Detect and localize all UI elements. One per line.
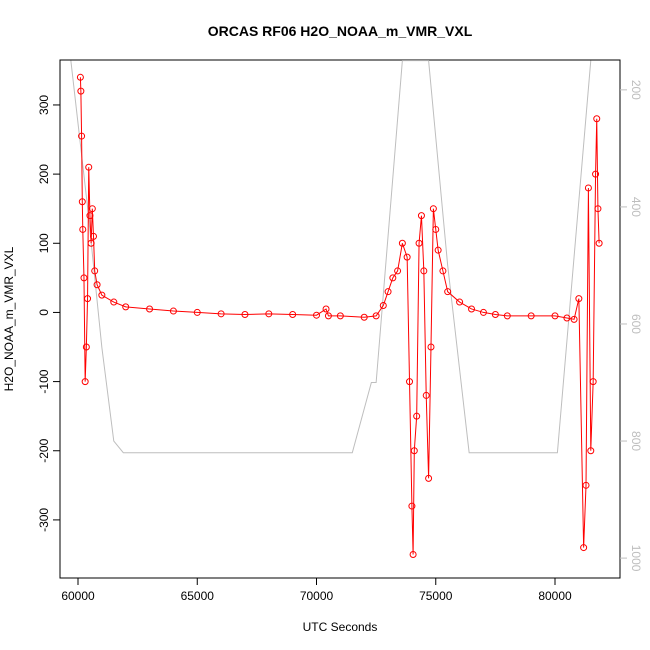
y2-tick-label: 800 (629, 431, 643, 451)
data-point (527, 312, 535, 320)
data-point (398, 239, 406, 247)
data-point (87, 239, 95, 247)
data-point (468, 305, 476, 313)
x-tick-label: 80000 (538, 589, 572, 603)
data-point (491, 311, 499, 319)
data-point (415, 239, 423, 247)
data-point (146, 305, 154, 313)
data-point (322, 305, 330, 313)
data-line (79, 77, 600, 555)
data-point (91, 267, 99, 275)
data-point (582, 481, 590, 489)
data-point (93, 281, 101, 289)
y2-tick-label: 1000 (629, 545, 643, 572)
y-tick-label: 200 (37, 164, 51, 184)
x-tick-label: 65000 (181, 589, 215, 603)
data-point (90, 232, 98, 240)
data-point (389, 274, 397, 282)
data-point (570, 315, 578, 323)
data-point (265, 310, 273, 318)
data-point (563, 314, 571, 322)
data-point (98, 291, 106, 299)
y-tick-label: -300 (37, 508, 51, 532)
data-point (84, 295, 92, 303)
y-tick-label: 300 (37, 95, 51, 115)
data-point (78, 132, 86, 140)
data-point (503, 312, 511, 320)
data-point (88, 205, 96, 213)
data-point (360, 313, 368, 321)
y-tick-label: 0 (37, 309, 51, 316)
data-point (409, 550, 417, 558)
data-point (406, 378, 414, 386)
data-point (81, 378, 89, 386)
data-point (413, 412, 421, 420)
y2-tick-label: 600 (629, 314, 643, 334)
plot-area (70, 60, 603, 558)
data-point (444, 288, 452, 296)
data-point (456, 298, 464, 306)
data-point (77, 87, 85, 95)
data-point (336, 312, 344, 320)
data-point (420, 267, 428, 275)
data-point (592, 170, 600, 178)
data-point (425, 474, 433, 482)
data-point (313, 311, 321, 319)
data-point (79, 225, 87, 233)
data-point (76, 73, 84, 81)
x-tick-label: 60000 (61, 589, 95, 603)
data-point (595, 239, 603, 247)
x-tick-label: 75000 (419, 589, 453, 603)
data-point (78, 198, 86, 206)
data-point (169, 307, 177, 315)
y-tick-label: -100 (37, 369, 51, 393)
data-point (427, 343, 435, 351)
chart-title: ORCAS RF06 H2O_NOAA_m_VMR_VXL (208, 23, 473, 39)
data-point (379, 302, 387, 310)
data-point (217, 310, 225, 318)
data-point (80, 274, 88, 282)
data-point (403, 253, 411, 261)
data-point (551, 312, 559, 320)
data-point (289, 311, 297, 319)
x-axis-label: UTC Seconds (303, 620, 378, 634)
data-point (372, 312, 380, 320)
data-point (324, 312, 332, 320)
data-point (594, 205, 602, 213)
data-point (575, 295, 583, 303)
data-point (479, 308, 487, 316)
data-point (422, 391, 430, 399)
data-point (241, 311, 249, 319)
data-point (432, 225, 440, 233)
data-point (110, 298, 118, 306)
data-point (580, 544, 588, 552)
data-point (86, 212, 94, 220)
data-point (593, 115, 601, 123)
data-point (85, 163, 93, 171)
x-tick-label: 70000 (300, 589, 334, 603)
data-point (193, 308, 201, 316)
data-point (82, 343, 90, 351)
y2-tick-label: 400 (629, 197, 643, 217)
y2-line (70, 60, 592, 454)
data-point (122, 303, 130, 311)
data-point (410, 447, 418, 455)
data-point (589, 378, 597, 386)
y2-tick-label: 200 (629, 80, 643, 100)
data-point (587, 447, 595, 455)
data-point (584, 184, 592, 192)
y-tick-label: 100 (37, 233, 51, 253)
data-point (394, 267, 402, 275)
data-point (439, 267, 447, 275)
data-point (384, 288, 392, 296)
data-point (408, 502, 416, 510)
data-point (417, 212, 425, 220)
data-point (429, 205, 437, 213)
y-axis-label: H2O_NOAA_m_VMR_VXL (2, 246, 16, 391)
y-tick-label: -200 (37, 438, 51, 462)
data-point (434, 246, 442, 254)
